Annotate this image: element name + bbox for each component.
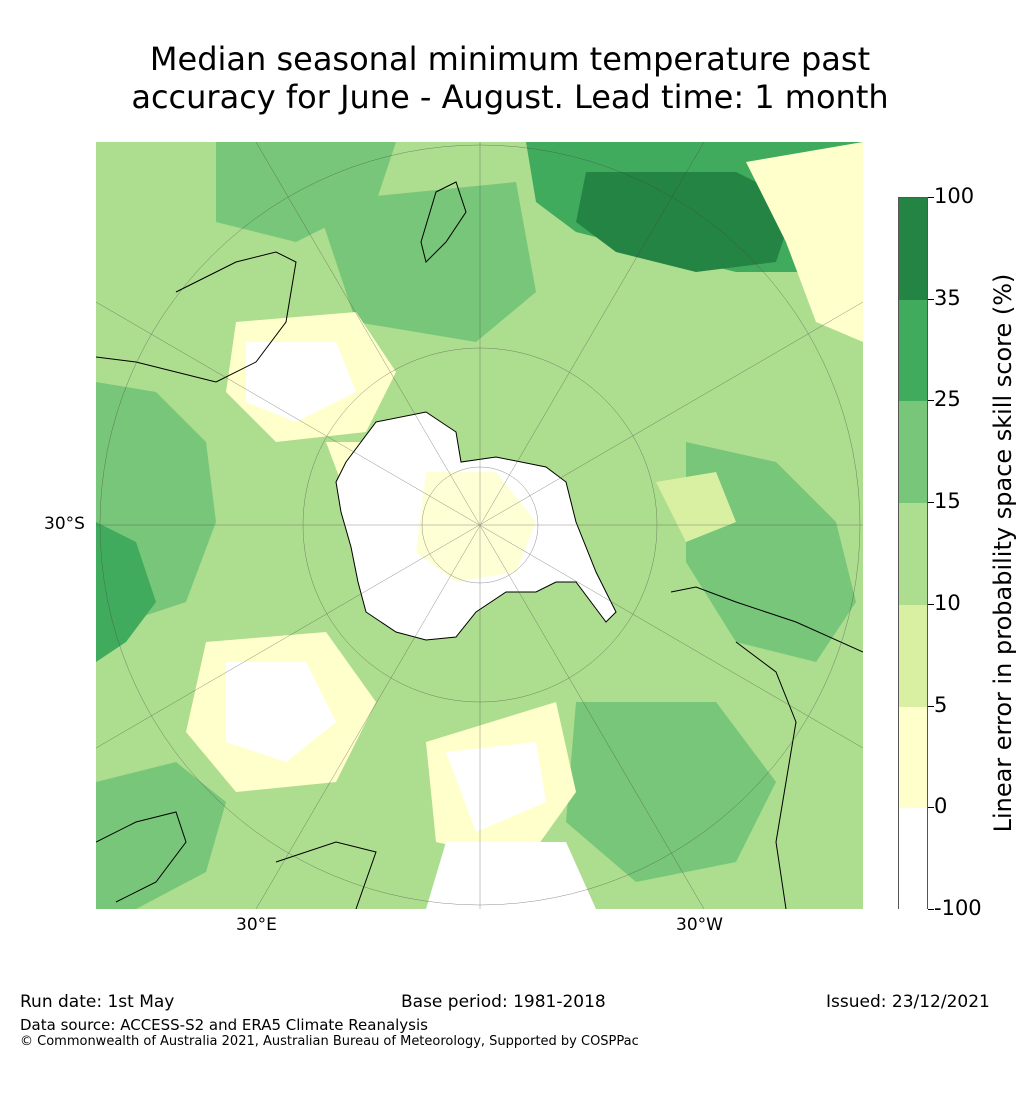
region-very-strong-ne xyxy=(576,172,796,272)
madagascar-region-outline xyxy=(275,841,377,909)
colorbar-tick-label: 10 xyxy=(934,590,961,615)
colorbar-tick-mark xyxy=(928,197,934,198)
colorbar-segment xyxy=(899,604,927,707)
land-outlines xyxy=(96,181,863,909)
colorbar-segment xyxy=(899,198,927,300)
base-period: Base period: 1981-2018 xyxy=(401,992,606,1012)
meridian-diag-4 xyxy=(255,142,705,909)
colorbar-tick-mark xyxy=(928,603,934,605)
colorbar-tick-label: 15 xyxy=(934,489,961,514)
south-america-outline xyxy=(735,641,797,909)
colorbar-tick-label: 25 xyxy=(934,387,961,412)
region-neg-2 xyxy=(226,662,336,762)
colorbar-label: Linear error in probability space skill … xyxy=(989,273,1017,833)
region-neg-3 xyxy=(446,742,546,832)
region-se-1 xyxy=(566,702,776,882)
region-west-2 xyxy=(96,522,156,662)
polar-skill-map xyxy=(96,142,863,909)
graticule xyxy=(96,142,863,909)
region-mid-e xyxy=(656,472,736,542)
data-source: Data source: ACCESS-S2 and ERA5 Climate … xyxy=(20,1016,428,1034)
region-nw-1 xyxy=(216,142,396,242)
south-america-north-outline xyxy=(670,586,863,653)
colorbar-segment xyxy=(899,299,927,402)
colorbar-tick-label: 5 xyxy=(934,692,948,717)
skill-fill-layer xyxy=(96,142,863,909)
region-low-ne xyxy=(746,142,863,342)
colorbar-tick-label: 100 xyxy=(934,184,975,208)
copyright: © Commonwealth of Australia 2021, Austra… xyxy=(20,1034,639,1049)
colorbar-tick-label: -100 xyxy=(934,896,982,920)
colorbar-segment xyxy=(899,503,927,605)
australia-outline xyxy=(96,251,297,383)
map-title: Median seasonal minimum temperature past… xyxy=(0,40,1020,116)
region-neg-4 xyxy=(426,842,596,909)
colorbar-segment xyxy=(899,808,927,910)
colorbar-tick-mark xyxy=(928,400,934,402)
new-zealand-outline xyxy=(420,181,467,263)
region-neg-1 xyxy=(246,342,356,422)
longitude-label-30e: 30°E xyxy=(236,915,277,935)
title-line-2: accuracy for June - August. Lead time: 1… xyxy=(131,78,889,116)
colorbar-tick-mark xyxy=(928,909,934,910)
title-line-1: Median seasonal minimum temperature past xyxy=(149,40,871,78)
colorbar-tick-label: 0 xyxy=(934,794,948,819)
colorbar-segment xyxy=(899,706,927,809)
africa-outline xyxy=(96,811,187,903)
colorbar-tick-mark xyxy=(928,705,934,707)
region-sw-1 xyxy=(96,762,226,909)
colorbar-tick-mark xyxy=(928,298,934,300)
colorbar-tick-mark xyxy=(928,502,934,504)
colorbar-tick-label: 35 xyxy=(934,285,961,310)
run-date: Run date: 1st May xyxy=(20,992,175,1012)
colorbar-tick-mark xyxy=(928,807,934,809)
region-east-1 xyxy=(686,442,856,662)
latitude-label-30s: 30°S xyxy=(44,514,85,534)
colorbar xyxy=(898,197,928,910)
longitude-label-30w: 30°W xyxy=(676,915,723,935)
colorbar-segment xyxy=(899,401,927,504)
map-canvas xyxy=(96,142,863,909)
issued-date: Issued: 23/12/2021 xyxy=(826,992,990,1012)
